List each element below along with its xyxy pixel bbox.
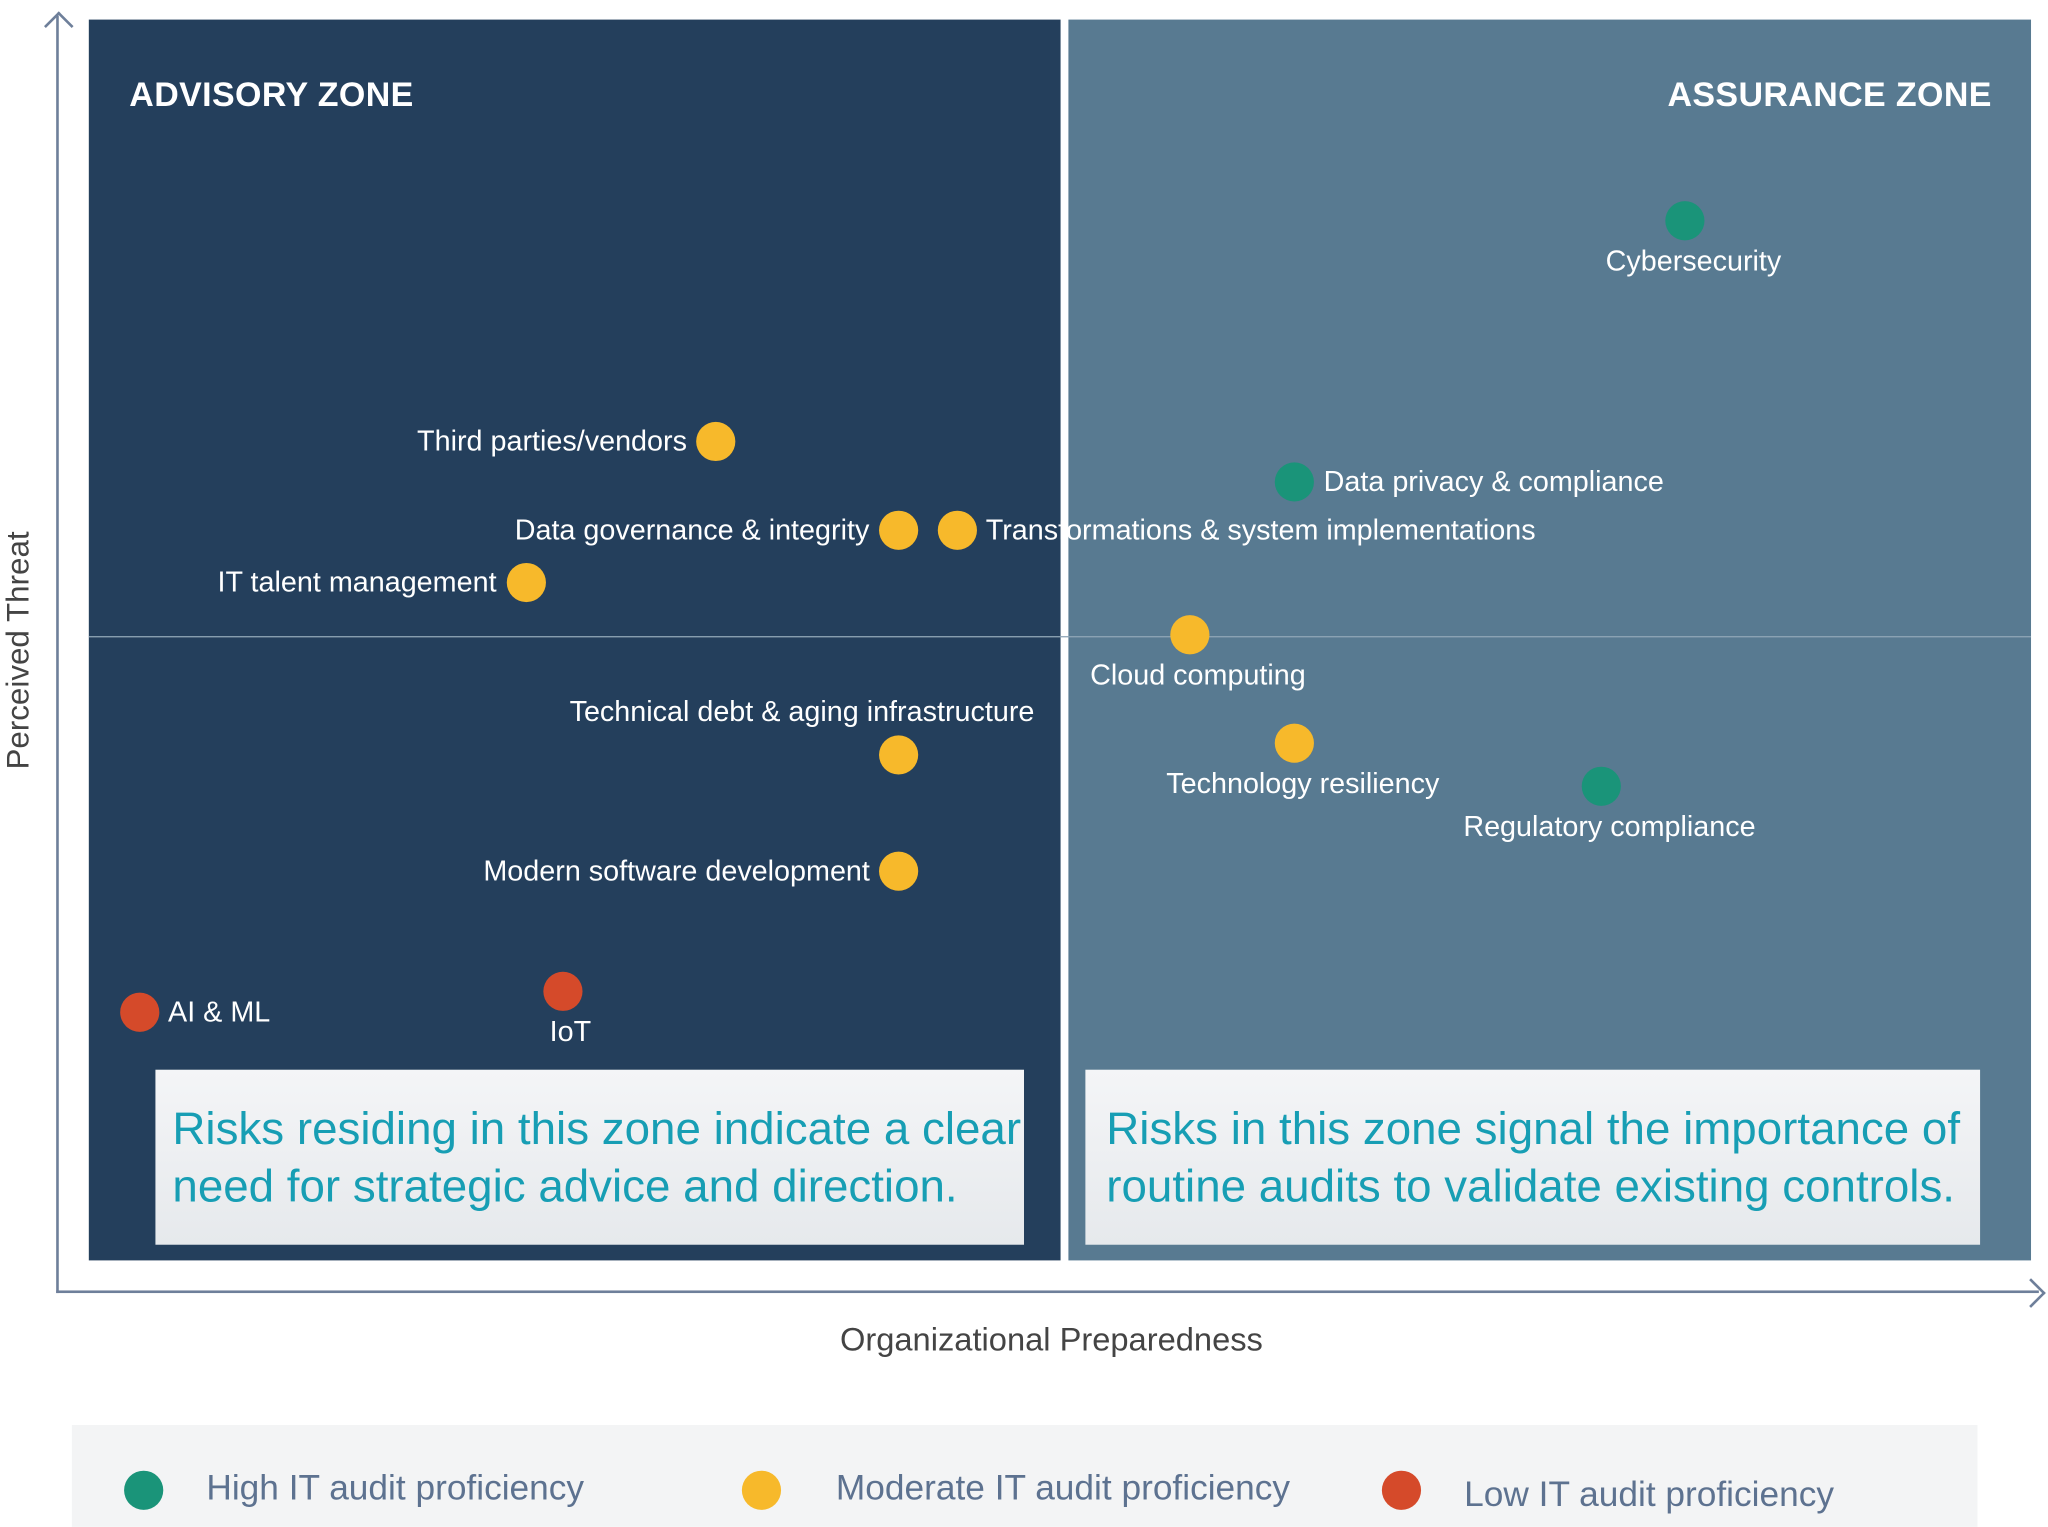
legend-dot-high (124, 1470, 164, 1510)
data-point (879, 851, 919, 891)
data-point-label: IoT (549, 1014, 592, 1048)
legend-dot-low (1381, 1470, 1422, 1510)
x-axis (56, 1290, 2039, 1294)
data-point (879, 511, 919, 551)
data-point-label: Cloud computing (1090, 658, 1306, 692)
data-point (696, 421, 736, 462)
data-point (1170, 615, 1210, 655)
data-point (1582, 766, 1622, 806)
data-point (543, 971, 583, 1011)
y-axis (56, 15, 59, 1294)
data-point (506, 563, 546, 603)
legend-label-moderate: Moderate IT audit proficiency (835, 1468, 1291, 1508)
assurance-zone: ASSURANCE ZONE (1068, 19, 2032, 1261)
data-point-label: Data privacy & compliance (1323, 465, 1664, 499)
data-point-label: Cybersecurity (1605, 244, 1782, 277)
data-point (1665, 200, 1705, 241)
data-point-label: Technical debt & aging infrastructure (569, 695, 1035, 728)
legend: High IT audit proficiency Moderate IT au… (71, 1424, 1978, 1527)
advisory-zone-title: ADVISORY ZONE (129, 74, 414, 114)
threat-midline (88, 636, 2032, 638)
data-point-label: Technology resiliency (1166, 766, 1440, 800)
legend-dot-moderate (741, 1470, 782, 1510)
data-point-label: Third parties/vendors (417, 424, 687, 458)
data-point (119, 992, 159, 1032)
data-point-label: Regulatory compliance (1463, 809, 1756, 843)
x-axis-label: Organizational Preparedness (839, 1321, 1263, 1359)
advisory-zone: ADVISORY ZONE (88, 19, 1061, 1261)
data-point (1275, 723, 1315, 763)
legend-label-low: Low IT audit proficiency (1464, 1474, 1834, 1514)
data-point-label: Transformations & system implementations (985, 513, 1536, 547)
data-point-label: IT talent management (217, 565, 497, 599)
data-point-label: AI & ML (168, 995, 271, 1028)
legend-label-high: High IT audit proficiency (206, 1468, 585, 1508)
data-point (879, 735, 919, 775)
assurance-zone-note: Risks in this zone signal the importance… (1085, 1069, 1981, 1245)
advisory-zone-note: Risks residing in this zone indicate a c… (155, 1069, 1024, 1245)
data-point-label: Modern software development (483, 853, 870, 887)
assurance-zone-title: ASSURANCE ZONE (1667, 74, 1992, 114)
data-point (937, 511, 977, 551)
data-point-label: Data governance & integrity (514, 513, 870, 547)
data-point (1275, 462, 1315, 502)
